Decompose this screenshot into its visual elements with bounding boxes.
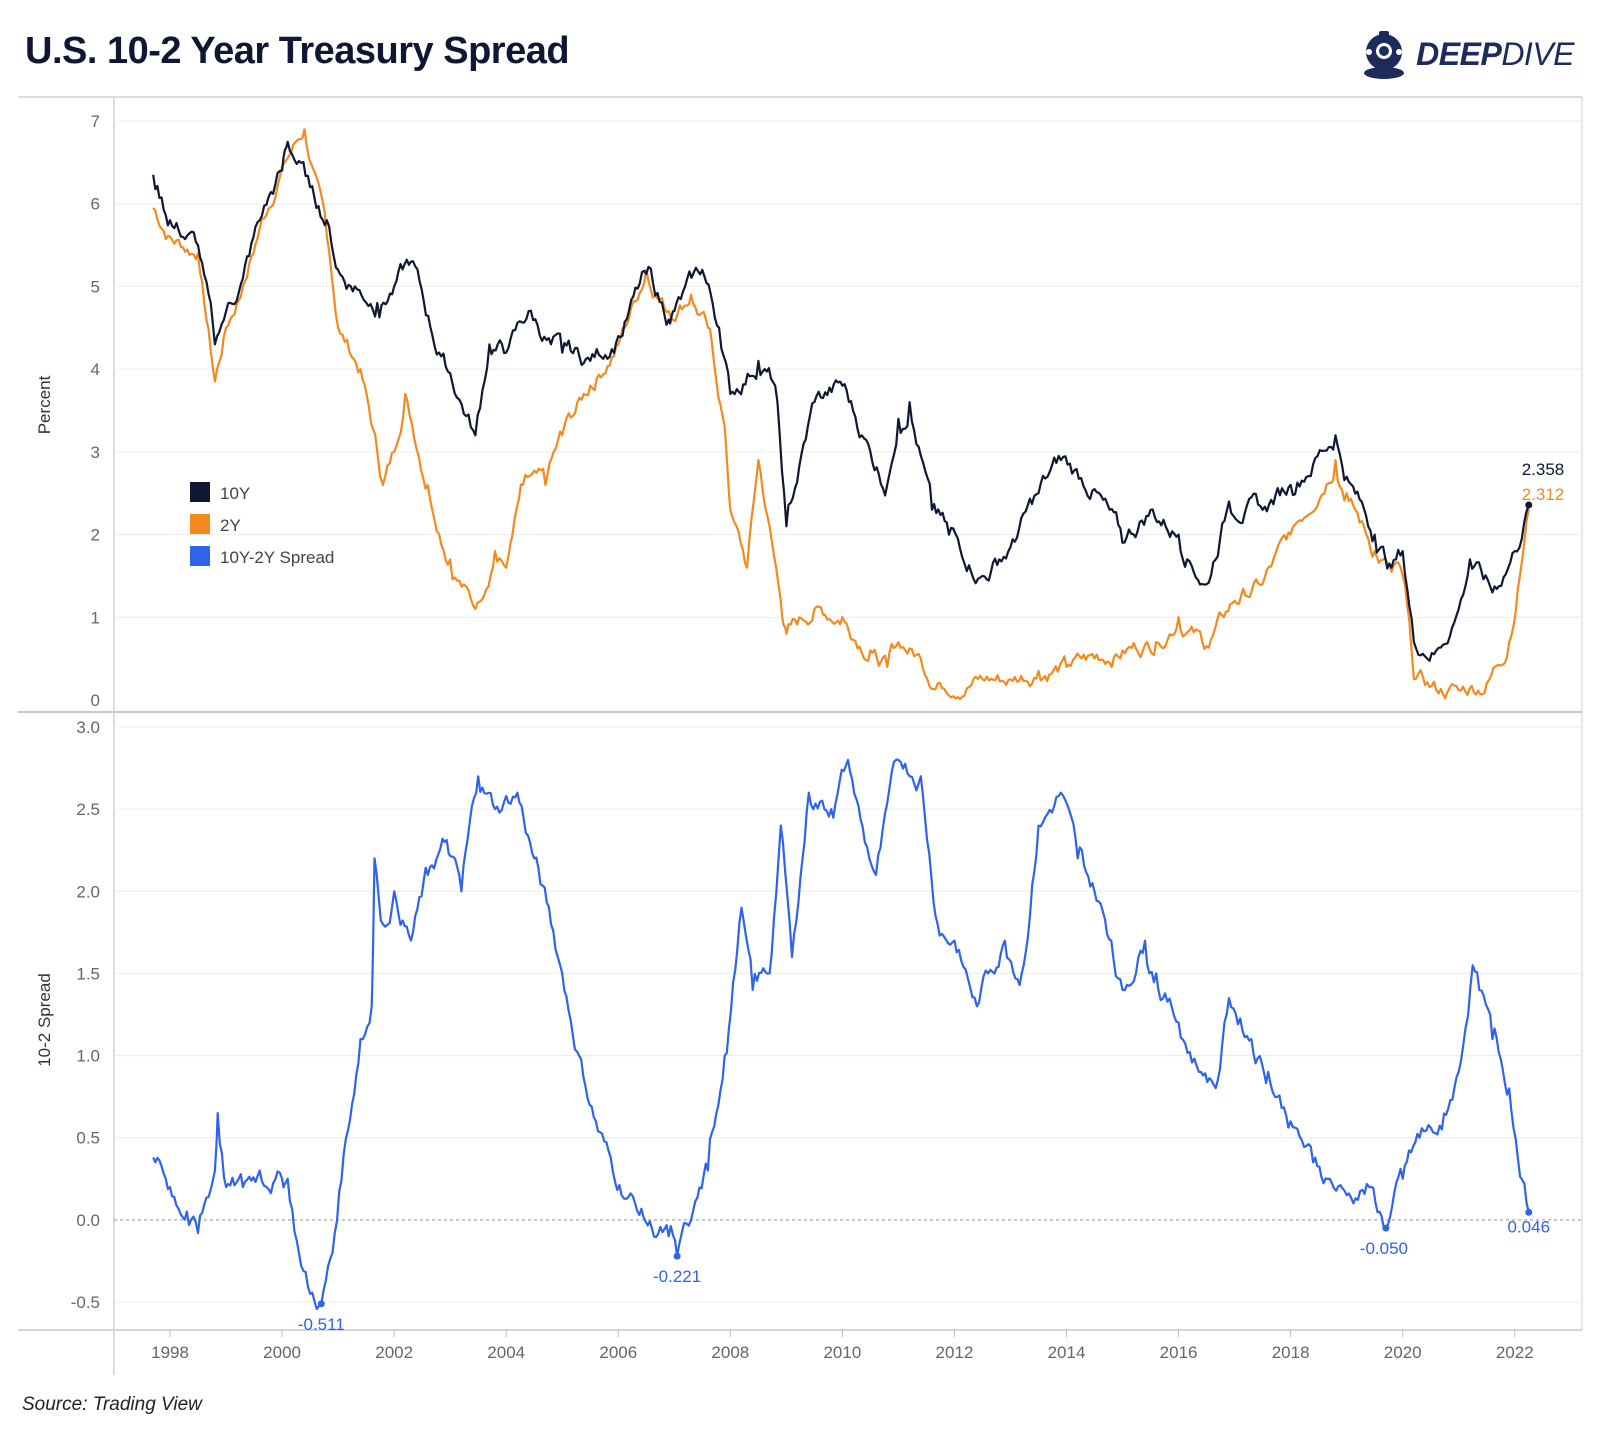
annotations: 2.358 2.312 -0.511 -0.221 -0.050 0.046 [298, 460, 1564, 1334]
legend-swatch-2y [190, 514, 210, 534]
top-y-axis-label: Percent [35, 375, 54, 434]
y-tick-label: 0.0 [76, 1211, 100, 1230]
y-tick-label: 3.0 [76, 718, 100, 737]
x-tick-label: 1998 [151, 1343, 189, 1362]
bottom-y-axis-label: 10-2 Spread [35, 973, 54, 1067]
x-tick-label: 2002 [375, 1343, 413, 1362]
spread-annotation-label: -0.221 [653, 1267, 701, 1286]
annotation-10y-value: 2.358 [1522, 460, 1565, 479]
legend-swatch-spread [190, 546, 210, 566]
y-tick-label: 1 [91, 608, 100, 627]
y-tick-label: 7 [91, 112, 100, 131]
x-tick-label: 2008 [711, 1343, 749, 1362]
x-tick-label: 2006 [599, 1343, 637, 1362]
x-tick-label: 2010 [823, 1343, 861, 1362]
spread-marker [673, 1252, 681, 1260]
series-line-spread [152, 758, 1530, 1311]
legend-label-2y: 2Y [220, 516, 241, 535]
top-y-ticks: 0 1 2 3 4 5 6 7 [91, 112, 100, 710]
y-tick-label: 0 [91, 691, 100, 710]
y-tick-label: 0.5 [76, 1129, 100, 1148]
x-tick-label: 2016 [1160, 1343, 1198, 1362]
series-line-2y [152, 128, 1530, 701]
source-note: Source: Trading View [22, 1394, 202, 1415]
x-tick-label: 2020 [1384, 1343, 1422, 1362]
y-tick-label: -0.5 [71, 1293, 100, 1312]
x-tick-label: 2014 [1048, 1343, 1086, 1362]
y-tick-label: 2.5 [76, 800, 100, 819]
x-tick-label: 2000 [263, 1343, 301, 1362]
legend-label-10y: 10Y [220, 484, 250, 503]
legend-swatch-10y [190, 482, 210, 502]
y-tick-label: 4 [91, 360, 100, 379]
x-tick-label: 2022 [1496, 1343, 1534, 1362]
spread-annotation-label: -0.050 [1360, 1239, 1408, 1258]
legend: 10Y 2Y 10Y-2Y Spread [190, 482, 334, 567]
annotation-2y-value: 2.312 [1522, 485, 1565, 504]
x-tick-label: 2012 [936, 1343, 974, 1362]
y-tick-label: 2.0 [76, 882, 100, 901]
spread-annotation-label: 0.046 [1507, 1217, 1550, 1236]
brand-light: DIVE [1501, 35, 1574, 72]
x-tick-label: 2004 [487, 1343, 525, 1362]
top-gridlines [114, 120, 1582, 618]
y-tick-label: 1.5 [76, 964, 100, 983]
x-axis-ticks: 1998 2000 2002 2004 2006 2008 2010 2012 2014 2016… [151, 1330, 1534, 1362]
bottom-gridlines [114, 726, 1582, 1303]
spread-annotation-label: -0.511 [298, 1315, 345, 1334]
brand-logo: DEEPDIVE [1360, 24, 1574, 84]
y-tick-label: 6 [91, 195, 100, 214]
y-tick-label: 3 [91, 443, 100, 462]
bottom-y-ticks: -0.5 0.0 0.5 1.0 1.5 2.0 2.5 3.0 [71, 718, 100, 1312]
spread-marker [317, 1300, 325, 1308]
spread-marker [1382, 1224, 1390, 1232]
series-line-10y [152, 140, 1530, 662]
end-marker-10y [1525, 501, 1533, 509]
chart-title: U.S. 10-2 Year Treasury Spread [25, 30, 570, 72]
spread-marker [1525, 1208, 1533, 1216]
diver-helmet-icon [1364, 31, 1405, 79]
brand-bold: DEEP [1416, 35, 1502, 72]
y-tick-label: 1.0 [76, 1047, 100, 1066]
legend-label-spread: 10Y-2Y Spread [220, 548, 334, 567]
y-tick-label: 5 [91, 277, 100, 296]
x-tick-label: 2018 [1272, 1343, 1310, 1362]
y-tick-label: 2 [91, 526, 100, 545]
